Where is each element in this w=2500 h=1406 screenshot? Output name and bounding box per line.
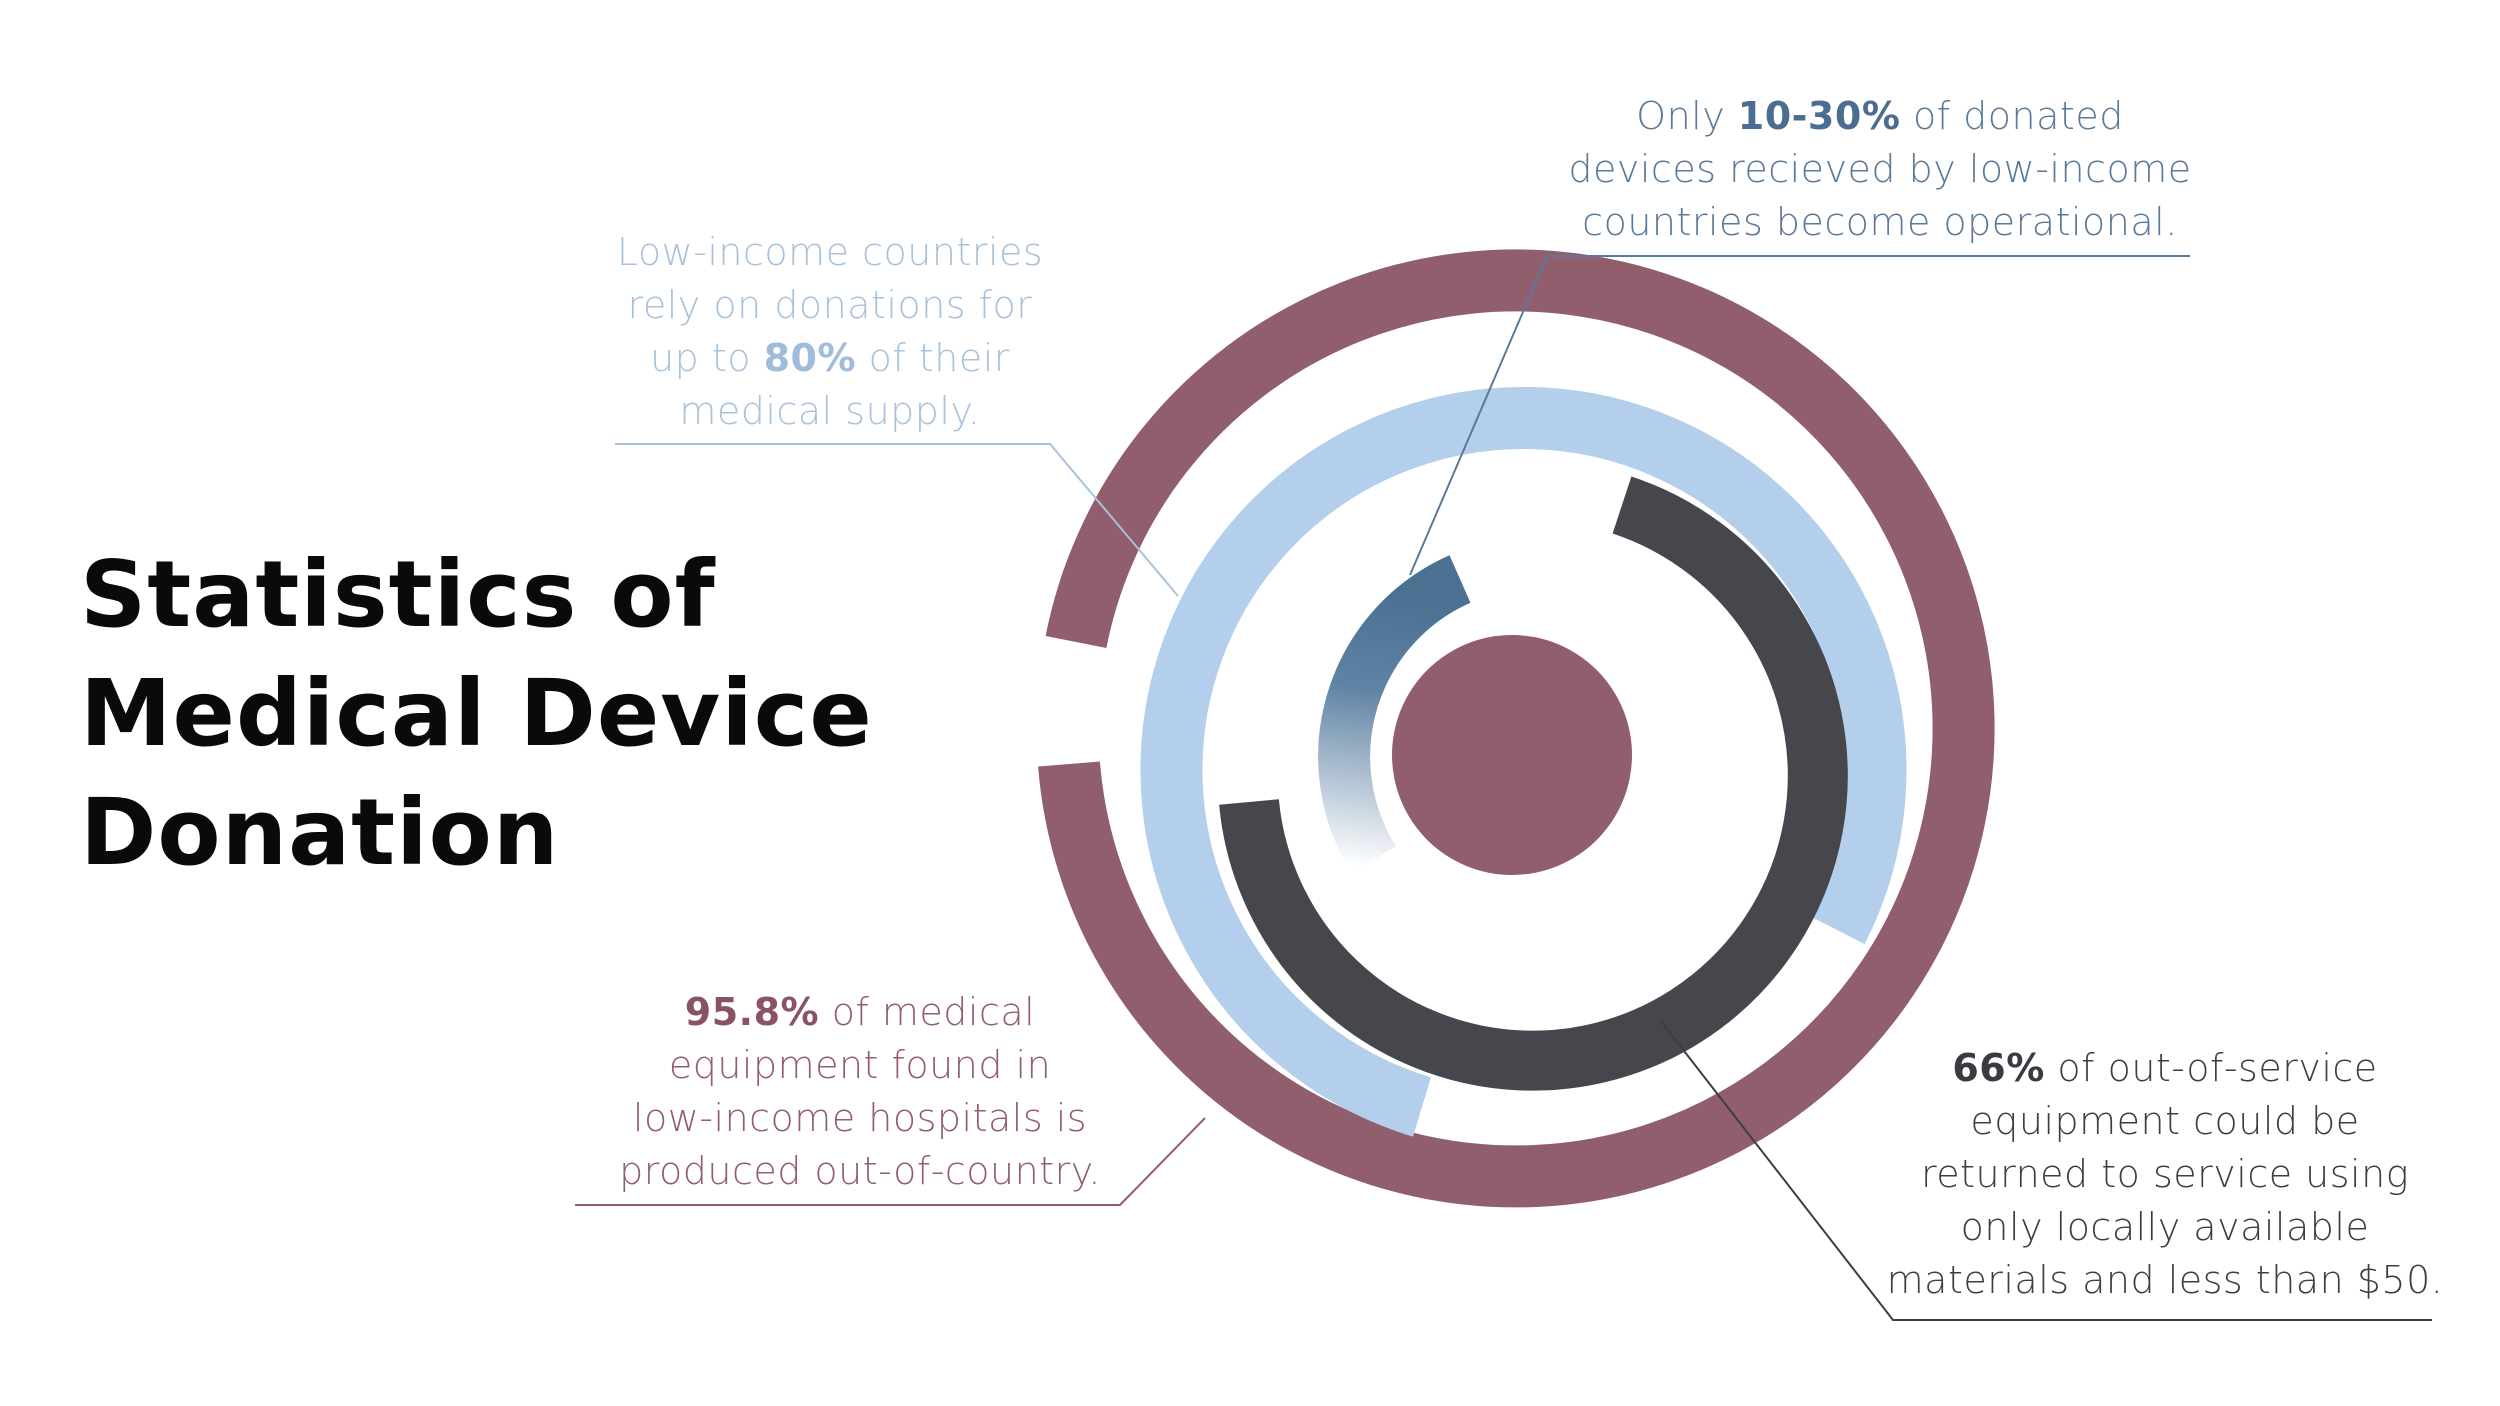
callout-line: rely on donations for <box>627 283 1033 327</box>
title-line: Medical Device <box>80 660 873 767</box>
callout-line: low-income hospitals is <box>632 1096 1088 1140</box>
callout-line: countries become operational. <box>1582 200 2178 244</box>
callout-donation-reliance: Low-income countries rely on donations f… <box>590 226 1070 438</box>
callout-line: medical supply. <box>679 389 981 433</box>
callout-line: Only 10-30% of donated <box>1636 94 2124 138</box>
highlight-stat: 95.8% <box>684 990 820 1034</box>
callout-line: produced out-of-country. <box>619 1149 1101 1193</box>
callout-line: Low-income countries <box>616 230 1044 274</box>
center-disk <box>1392 635 1632 875</box>
callout-line: only locally available <box>1960 1205 2370 1249</box>
dark-ring-66-percent <box>1219 476 1848 1091</box>
callout-line: returned to service using <box>1920 1152 2410 1196</box>
inner-ring-10-30-percent <box>1318 555 1471 874</box>
callout-line: equipment found in <box>668 1043 1052 1087</box>
light-blue-ring-80-percent <box>1140 386 1907 1137</box>
callout-line: 95.8% of medical <box>684 990 1036 1034</box>
leader-line-left <box>615 443 1179 597</box>
callout-line: devices recieved by low-income <box>1568 147 2192 191</box>
callout-return-to-service: 66% of out-of-service equipment could be… <box>1865 1042 2465 1307</box>
callout-out-of-country: 95.8% of medical equipment found in low-… <box>590 986 1130 1198</box>
leader-line-bottom <box>575 1117 1206 1206</box>
title-line: Statistics of <box>80 541 716 648</box>
highlight-stat: 80% <box>763 336 857 380</box>
callout-line: 66% of out-of-service <box>1952 1046 2378 1090</box>
callout-line: up to 80% of their <box>650 336 1010 380</box>
leader-line-top <box>1409 255 2190 576</box>
leader-line-right <box>1659 1019 2432 1321</box>
callout-line: materials and less than $50. <box>1886 1258 2444 1302</box>
outer-ring-95-8-percent <box>1038 249 1995 1208</box>
highlight-stat: 10-30% <box>1737 94 1901 138</box>
page-title: Statistics of Medical Device Donation <box>80 535 980 892</box>
callout-line: equipment could be <box>1970 1099 2360 1143</box>
callout-operational-devices: Only 10-30% of donated devices recieved … <box>1560 90 2200 249</box>
title-line: Donation <box>80 779 560 886</box>
highlight-stat: 66% <box>1952 1046 2045 1090</box>
